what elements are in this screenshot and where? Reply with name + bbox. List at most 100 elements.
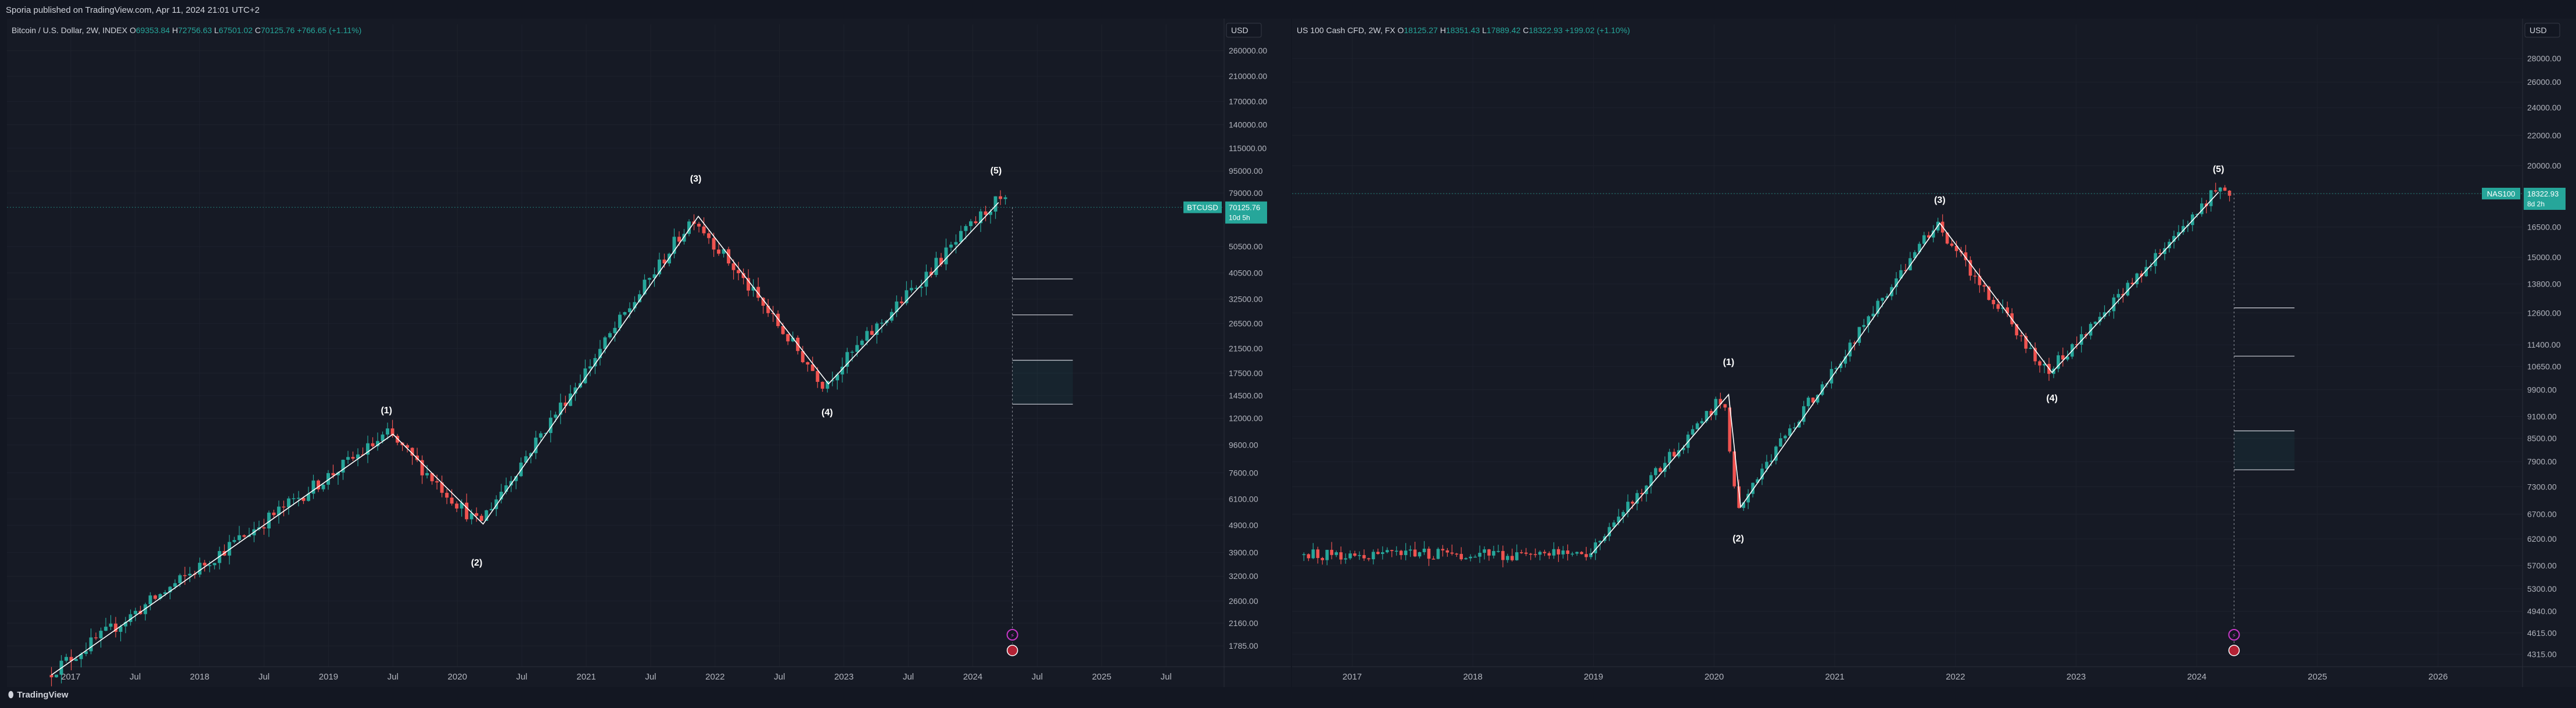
x-tick-label: 2026 (2428, 672, 2448, 682)
candle-body (1876, 301, 1879, 314)
candle-body (1348, 553, 1352, 559)
candle-body (1487, 549, 1491, 556)
candle-body (1843, 356, 1847, 364)
candle-body (292, 498, 296, 499)
candle-body (949, 244, 953, 248)
nas100-chart-panel[interactable]: 28000.00 26000.00 24000.00 22000.00 20000.00… (1292, 19, 2576, 687)
candle-body (1367, 558, 1370, 560)
y-tick-label: 4900.00 (1229, 521, 1258, 530)
y-tick-label: 4615.00 (2527, 628, 2557, 638)
candle-body (1922, 235, 1926, 244)
candle-body (2112, 297, 2116, 312)
candle-body (267, 512, 271, 529)
y-tick-label: 21500.00 (1229, 344, 1263, 353)
candle-body (810, 364, 815, 371)
candle-body (178, 575, 182, 584)
footer: ⬮ TradingView (8, 690, 69, 700)
candle-body (1519, 552, 1523, 553)
candle-body (1302, 554, 1306, 555)
candle-body (99, 631, 103, 639)
y-tick-label: 6100.00 (1229, 495, 1258, 504)
price-badge-text: 18322.93 (2527, 189, 2559, 198)
candle-body (741, 273, 745, 278)
event-icons: ⚡ (1006, 629, 1018, 656)
x-tick-label: 2021 (576, 672, 595, 682)
candle-body (1760, 469, 1764, 480)
candle-body (89, 637, 93, 652)
candle-body (1631, 502, 1634, 504)
candle-body (677, 237, 681, 242)
candle-body (1904, 270, 1907, 271)
candle-body (504, 485, 508, 492)
candle-body (381, 434, 385, 441)
target-zone (1012, 360, 1073, 405)
candle-body (934, 258, 938, 275)
candle-body (919, 287, 923, 288)
candle-body (1404, 550, 1408, 555)
candle-body (969, 221, 973, 226)
candle-body (1570, 553, 1574, 555)
candle-body (860, 341, 864, 345)
candle-body (2209, 190, 2213, 206)
candle-body (1695, 423, 1699, 430)
candle-body (1621, 512, 1625, 517)
symbol-badge-text: BTCUSD (1187, 203, 1218, 212)
candle-body (1381, 552, 1384, 555)
candle-body (1811, 398, 1815, 403)
candle-body (1834, 368, 1838, 369)
candle-body (712, 238, 716, 250)
elliott-wave-line (51, 202, 999, 675)
candle-body (974, 221, 978, 223)
candle-body (1820, 384, 1824, 395)
y-tick-label: 14500.00 (1229, 391, 1263, 401)
candle-body (79, 653, 83, 659)
candle-body (1756, 479, 1759, 483)
y-tick-label: 15000.00 (2527, 253, 2561, 262)
y-tick-label: 50500.00 (1229, 242, 1263, 251)
candle-body (1469, 556, 1472, 559)
candle-body (1334, 552, 1338, 555)
candle-body (1547, 553, 1551, 556)
candle-body (1885, 296, 1889, 298)
candle-body (529, 453, 533, 456)
candle-body (489, 509, 493, 510)
candle-body (311, 480, 315, 494)
candle-body (850, 352, 854, 353)
y-tick-label: 12000.00 (1229, 414, 1263, 423)
candle-body (539, 433, 543, 438)
tradingview-brand[interactable]: TradingView (17, 690, 69, 700)
candle-body (2121, 294, 2125, 296)
us-flag-icon (1006, 645, 1018, 656)
candle-body (875, 323, 879, 335)
candle-body (420, 460, 424, 475)
candle-body (109, 623, 113, 627)
candle-body (637, 294, 641, 302)
candle-body (227, 542, 231, 556)
candle-body (316, 480, 320, 489)
candle-body (1325, 549, 1329, 560)
candle-body (756, 287, 760, 298)
y-tick-label: 5700.00 (2527, 561, 2557, 570)
y-tick-label: 10650.00 (2527, 362, 2561, 371)
panel-background (7, 19, 1291, 687)
candle-body (296, 498, 300, 499)
candle-body (1950, 243, 1954, 246)
candle-body (1770, 460, 1773, 462)
candle-body (1594, 542, 1598, 553)
candle-body (1829, 369, 1834, 384)
x-tick-label: Jul (388, 672, 399, 682)
candle-body (865, 331, 869, 341)
candle-body (94, 637, 98, 639)
candle-body (55, 674, 59, 678)
candle-body (989, 211, 992, 215)
candle-body (371, 443, 375, 446)
candle-body (1816, 395, 1820, 403)
btc-chart-panel[interactable]: 260000.00 210000.00 170000.00 140000.00 1150… (7, 19, 1291, 687)
candle-body (485, 510, 489, 521)
x-tick-label: 2024 (2187, 672, 2207, 682)
candle-body (1589, 553, 1593, 557)
y-tick-label: 8500.00 (2527, 434, 2557, 443)
candle-body (440, 482, 444, 493)
candle-body (1450, 552, 1454, 554)
